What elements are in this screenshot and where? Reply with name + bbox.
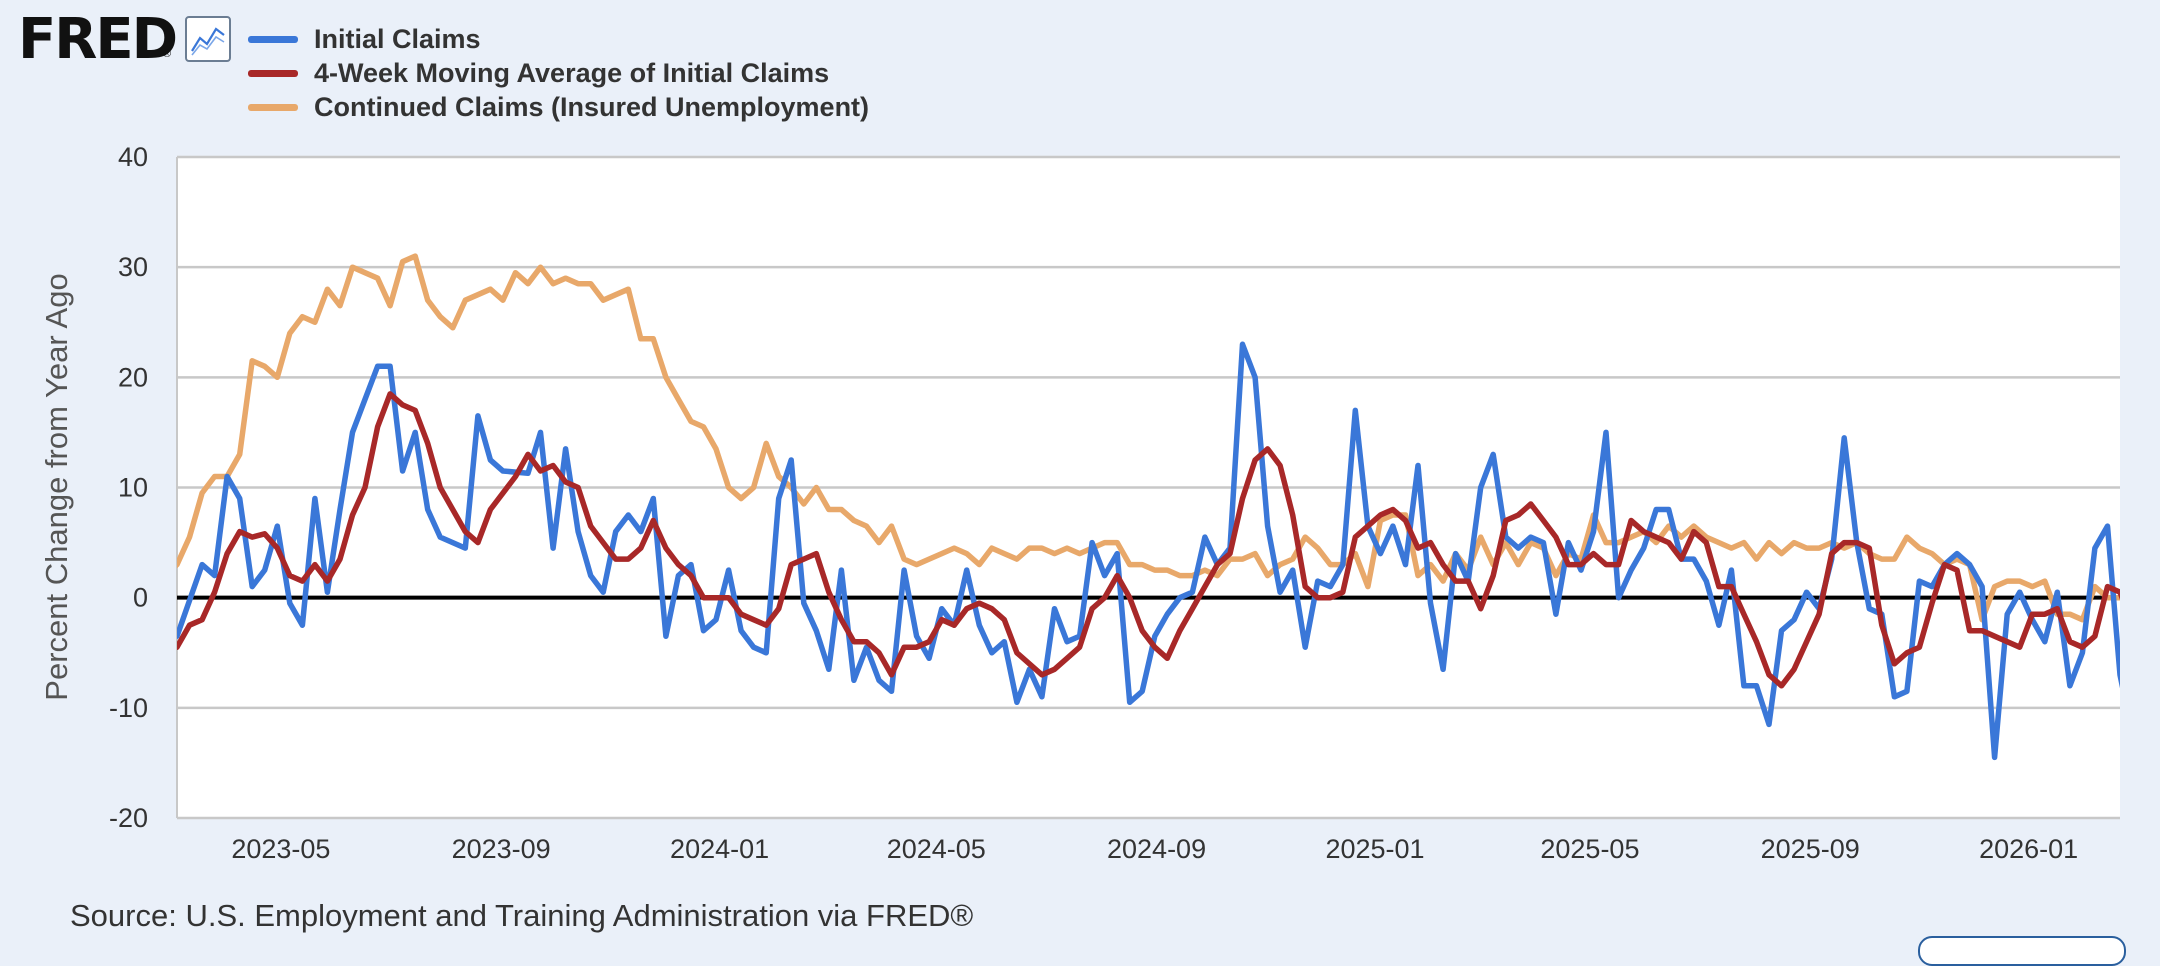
chart-line-icon[interactable] [185,16,231,62]
series-line-continued-claims-insured-unemployment[interactable] [165,253,2121,623]
legend-item-initial-claims[interactable]: Initial Claims [248,22,869,56]
y-tick-label: 10 [118,473,148,503]
y-tick-label: 20 [118,362,148,392]
x-axis: 2023-05 2023-09 2024-01 2024-05 2024-09 2025-… [231,834,2078,864]
series-lines [165,253,2133,761]
x-tick-label: 2024-09 [1107,834,1206,864]
legend-swatch [248,103,298,111]
y-tick-label: -10 [109,693,148,723]
x-tick-label: 2025-09 [1761,834,1860,864]
y-tick-label: -20 [109,803,148,833]
legend-label: Initial Claims [314,23,481,54]
legend-item-continued-claims[interactable]: Continued Claims (Insured Unemployment) [248,90,869,124]
legend-label: 4-Week Moving Average of Initial Claims [314,57,830,88]
gridlines [176,155,2120,820]
series-line-initial-claims[interactable] [177,341,2133,761]
x-tick-label: 2024-05 [887,834,986,864]
legend-swatch [248,35,298,43]
legend-swatch [248,69,298,77]
series-line-4-week-moving-average-of-initial-claims[interactable] [177,391,2133,689]
x-tick-label: 2024-01 [670,834,769,864]
y-tick-label: 0 [133,583,148,613]
x-tick-label: 2023-05 [231,834,330,864]
x-tick-label: 2026-01 [1979,834,2078,864]
y-tick-label: 40 [118,142,148,172]
y-axis: -20 -10 0 10 20 30 40 [109,142,148,833]
y-axis-title: Percent Change from Year Ago [39,273,74,700]
legend-item-4-week-moving-average[interactable]: 4-Week Moving Average of Initial Claims [248,56,869,90]
x-tick-label: 2025-05 [1540,834,1639,864]
registered-mark: ® [163,48,172,60]
x-tick-label: 2023-09 [452,834,551,864]
chart-legend: Initial Claims 4-Week Moving Average of … [248,22,869,124]
y-tick-label: 30 [118,252,148,282]
edit-graph-button[interactable] [1918,936,2126,966]
fred-logo[interactable]: FRED [18,7,178,72]
legend-label: Continued Claims (Insured Unemployment) [314,91,870,122]
source-note: Source: U.S. Employment and Training Adm… [70,898,974,933]
x-tick-label: 2025-01 [1325,834,1424,864]
